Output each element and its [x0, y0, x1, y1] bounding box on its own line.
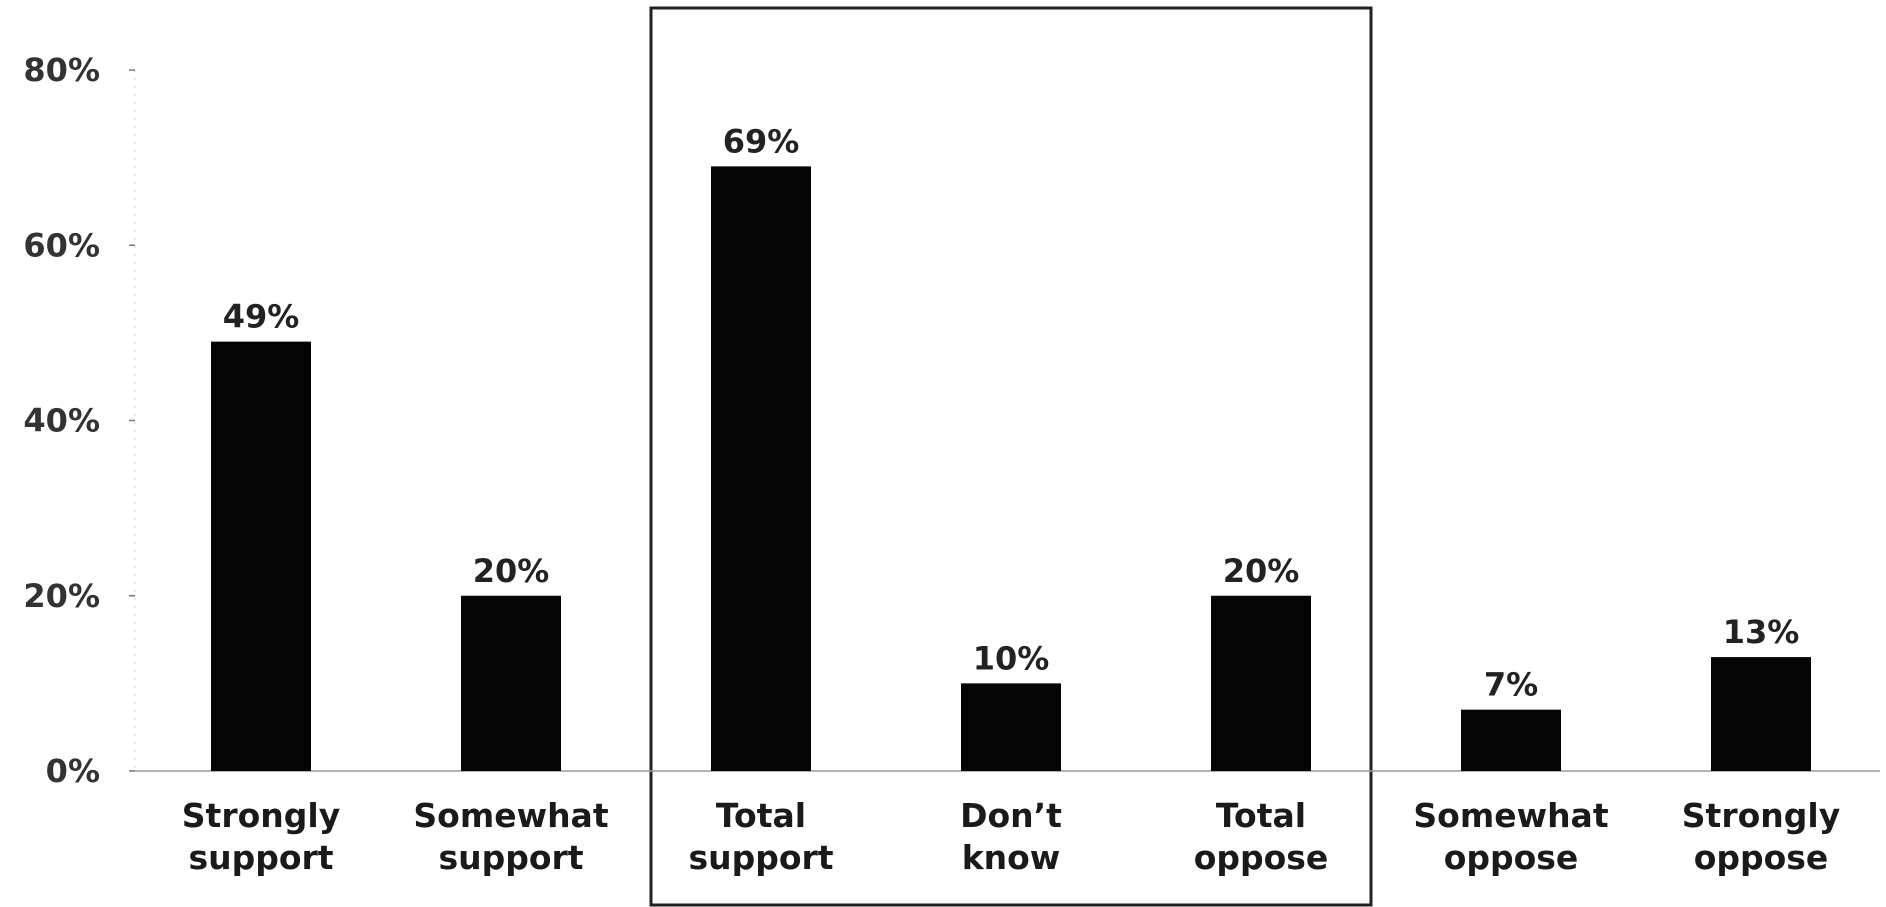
y-tick-label: 80%: [23, 51, 100, 89]
bar: [1711, 657, 1811, 771]
bar-value-label: 20%: [473, 552, 550, 590]
y-tick-label: 40%: [23, 402, 100, 440]
bar-value-label: 13%: [1723, 613, 1800, 651]
x-tick-label: Somewhat: [1413, 796, 1608, 835]
y-tick-label: 60%: [23, 226, 100, 264]
x-tick-label: support: [188, 838, 333, 877]
x-tick-label: support: [438, 838, 583, 877]
bar-value-label: 7%: [1484, 666, 1538, 704]
y-tick-label: 20%: [23, 577, 100, 615]
bar: [711, 166, 811, 771]
bar: [461, 595, 561, 771]
bar-value-label: 20%: [1223, 552, 1300, 590]
x-tick-label: oppose: [1694, 838, 1829, 877]
x-tick-label: know: [962, 838, 1061, 877]
bar: [211, 341, 311, 771]
x-tick-label: Total: [1216, 796, 1306, 835]
bar-value-label: 69%: [723, 122, 800, 160]
bar: [961, 683, 1061, 771]
y-tick-label: 0%: [46, 752, 100, 790]
bar: [1461, 709, 1561, 771]
bar-value-label: 10%: [973, 639, 1050, 677]
x-tick-label: Don’t: [960, 796, 1062, 835]
x-tick-label: Strongly: [182, 796, 340, 835]
x-tick-label: Strongly: [1682, 796, 1840, 835]
bar: [1211, 595, 1311, 771]
x-tick-label: oppose: [1444, 838, 1579, 877]
x-tick-label: Somewhat: [413, 796, 608, 835]
highlight-box: [649, 6, 1373, 907]
x-tick-label: Total: [716, 796, 806, 835]
x-tick-label: oppose: [1194, 838, 1329, 877]
bar-value-label: 49%: [223, 298, 300, 336]
x-tick-label: support: [688, 838, 833, 877]
